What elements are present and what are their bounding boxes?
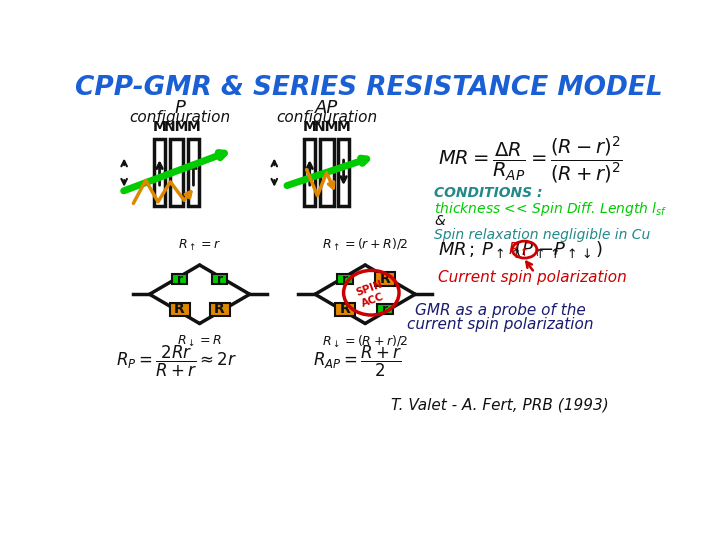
Bar [170, 303, 189, 316]
Bar [305, 139, 315, 206]
Text: r: r [217, 273, 222, 286]
Text: CONDITIONS :: CONDITIONS : [434, 186, 543, 200]
Text: &: & [434, 214, 446, 228]
Text: T. Valet - A. Fert, PRB (1993): T. Valet - A. Fert, PRB (1993) [391, 398, 609, 413]
Bar [338, 139, 349, 206]
Text: r: r [176, 273, 183, 286]
Text: $R_{\uparrow}= (r+R)/2$: $R_{\uparrow}= (r+R)/2$ [322, 237, 408, 253]
Text: current spin polarization: current spin polarization [407, 318, 593, 332]
Text: SPIN
ACC: SPIN ACC [354, 279, 388, 309]
Bar [212, 274, 228, 284]
Bar [338, 274, 353, 284]
Text: configuration: configuration [130, 110, 231, 125]
Text: $R_{\uparrow}= r$: $R_{\uparrow}= r$ [178, 238, 221, 253]
Text: thickness << Spin Diff. Length $l_{sf}$: thickness << Spin Diff. Length $l_{sf}$ [434, 200, 668, 218]
Text: $R_{\downarrow}= (R+r)/2$: $R_{\downarrow}= (R+r)/2$ [322, 334, 408, 349]
Text: M: M [337, 120, 351, 134]
Text: $MR = \dfrac{\Delta R}{R_{AP}} = \dfrac{(R-r)^2}{(R+r)^2}$: $MR = \dfrac{\Delta R}{R_{AP}} = \dfrac{… [438, 134, 623, 185]
Text: Spin relaxation negligible in Cu: Spin relaxation negligible in Cu [434, 228, 651, 242]
Text: $R_{\downarrow}= R$: $R_{\downarrow}= R$ [177, 334, 222, 349]
Bar [188, 139, 199, 206]
Text: r: r [382, 303, 388, 316]
Bar [377, 305, 393, 314]
Text: $R_{AP} = \dfrac{R+r}{2}$: $R_{AP} = \dfrac{R+r}{2}$ [313, 343, 402, 379]
Bar [210, 303, 230, 316]
Bar [375, 273, 395, 286]
Bar [335, 303, 355, 316]
Text: GMR as a probe of the: GMR as a probe of the [415, 303, 585, 319]
Text: R: R [215, 302, 225, 316]
Text: M: M [186, 120, 200, 134]
Text: NM: NM [164, 120, 189, 134]
Text: $- P_{\uparrow\downarrow})$: $- P_{\uparrow\downarrow})$ [539, 239, 603, 260]
Bar [172, 274, 187, 284]
Text: r: r [342, 273, 348, 286]
Text: M: M [153, 120, 166, 134]
Text: R: R [379, 272, 390, 286]
Text: configuration: configuration [276, 110, 377, 125]
Text: R: R [340, 302, 351, 316]
Text: P: P [175, 99, 186, 117]
Text: M: M [303, 120, 317, 134]
Text: $MR\,;\,P_{\uparrow\uparrow}$: $MR\,;\,P_{\uparrow\uparrow}$ [438, 240, 521, 260]
Text: $(P_{\uparrow\uparrow}$: $(P_{\uparrow\uparrow}$ [514, 239, 559, 260]
Bar [320, 139, 333, 206]
Text: $R_P = \dfrac{2Rr}{R+r} \approx 2r$: $R_P = \dfrac{2Rr}{R+r} \approx 2r$ [116, 343, 237, 379]
Text: $P_{\uparrow\uparrow}$: $P_{\uparrow\uparrow}$ [508, 240, 541, 259]
Text: CPP-GMR & SERIES RESISTANCE MODEL: CPP-GMR & SERIES RESISTANCE MODEL [75, 75, 663, 101]
Text: R: R [174, 302, 185, 316]
Bar [154, 139, 165, 206]
Text: Current spin polarization: Current spin polarization [438, 269, 627, 285]
Text: NM: NM [314, 120, 339, 134]
Text: AP: AP [315, 99, 338, 117]
Bar [170, 139, 184, 206]
